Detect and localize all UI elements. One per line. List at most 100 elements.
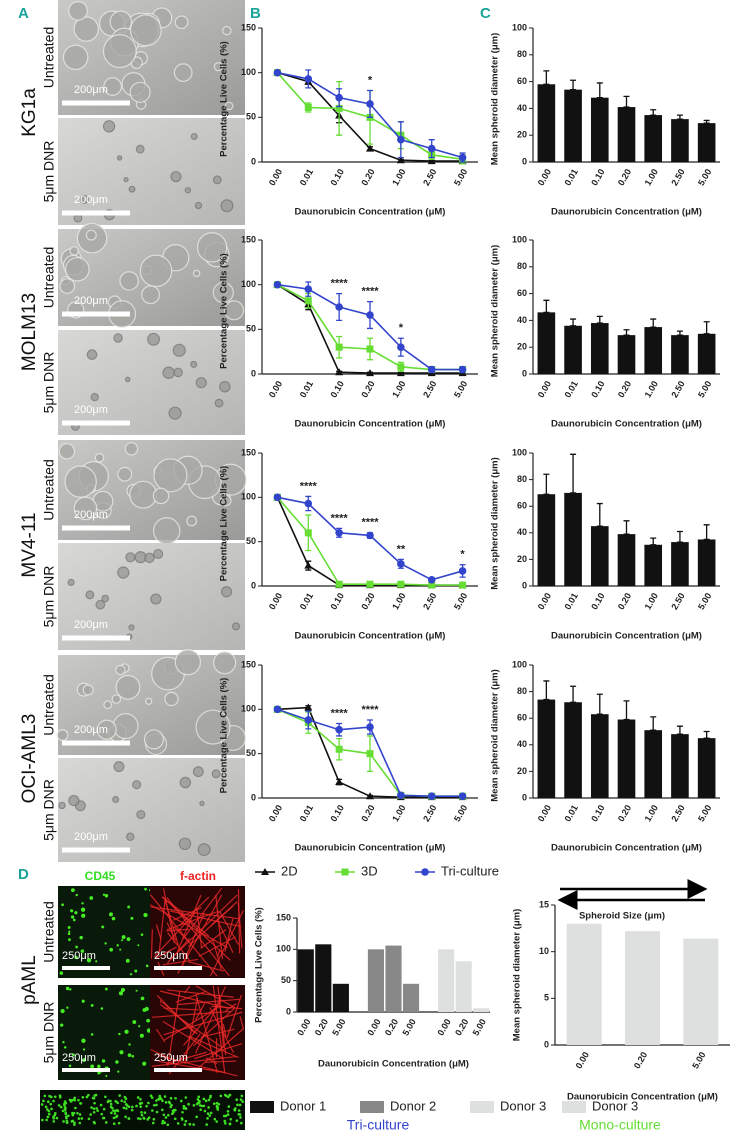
x-tick-label: 0.10 [589,379,606,399]
cell [204,1099,208,1103]
cell [68,938,71,942]
cell [212,175,222,185]
cell [180,1099,183,1103]
bar [473,1008,490,1012]
fibre [170,910,242,928]
point [304,104,312,112]
cell [151,1121,155,1125]
cell [124,1103,128,1106]
cell [118,1094,121,1097]
cell [139,254,173,288]
y-axis-label: Mean spheroid diameter (μm) [512,909,523,1042]
cell [105,1074,108,1077]
cell [129,480,158,509]
cell [137,1117,140,1120]
cell [97,1064,101,1069]
x-tick-label: 0.01 [562,379,579,399]
cell [74,955,78,960]
fibre [155,924,162,940]
fibre [166,937,191,964]
point [335,343,343,351]
point [397,580,405,588]
error-bar [650,716,657,731]
cell [152,1103,156,1107]
cell [167,1113,170,1117]
cell [212,1102,216,1105]
cell [94,452,105,463]
cell [101,594,110,603]
point [273,280,282,289]
fibre [205,1060,237,1063]
cell [202,1097,206,1101]
fibre [217,986,227,1055]
cell [138,1025,141,1028]
x-tick-label: 5.00 [452,803,469,823]
cell [206,1117,209,1120]
cell-line-label: OCI-AML3 [19,714,40,804]
y-tick-label: 150 [241,447,256,457]
cell [120,1099,124,1103]
cell [74,911,78,915]
cell [150,593,162,605]
point [304,703,313,711]
y-tick-label: 0 [522,792,527,802]
x-tick-label: 0.00 [295,1017,312,1037]
point [366,311,374,319]
x-tick-label: 0.20 [616,167,633,187]
scale-label: 200μm [74,84,108,96]
x-tick-label: 5.00 [471,1017,488,1037]
cell [67,1114,70,1118]
cell [99,1103,103,1107]
bar [697,738,716,798]
y-tick-label: 0 [251,580,256,590]
cell [142,1008,147,1012]
cell [139,1033,144,1038]
cell [114,1099,118,1103]
cell [127,1053,132,1058]
cell [224,101,234,111]
y-axis-label: Percentage Live Cells (%) [254,907,265,1023]
point [304,297,312,305]
size-arrow: Spheroid Size (μm) [557,879,708,922]
cell [192,766,204,778]
cell [60,1023,64,1027]
bar [697,123,716,162]
point [396,156,405,164]
fibre [216,949,221,958]
bar [564,492,582,586]
cell [127,1117,131,1120]
cell [73,16,99,42]
y-axis-label: Mean spheroid diameter (μm) [490,33,501,166]
cell [153,458,188,493]
cell [58,1095,62,1099]
bar [644,544,663,586]
cell [106,1100,110,1104]
fibre [179,912,210,937]
cell [80,907,86,912]
error-bar [650,318,657,328]
cell [127,905,131,909]
cell [237,1109,241,1112]
cell [104,942,107,945]
point [273,493,282,502]
fibre [166,928,189,932]
x-tick-label: 0.20 [616,803,633,823]
y-tick-label: 40 [517,315,527,325]
significance: **** [361,286,379,298]
cell [80,949,85,953]
scale-label: 200μm [74,194,108,206]
x-tick-label: 0.00 [435,1017,452,1037]
x-axis-label: Daunorubicin Concentration (μM) [567,1092,718,1103]
x-tick-label: 0.20 [616,379,633,399]
x-tick-label: 0.20 [359,803,376,823]
cell [238,1103,242,1107]
cell [197,843,211,857]
point [335,303,343,311]
point [335,580,343,588]
cell [96,1109,99,1112]
cell [90,1106,93,1109]
fibre [167,989,234,998]
cell [65,986,70,991]
cell [52,1116,55,1120]
point [304,75,313,83]
